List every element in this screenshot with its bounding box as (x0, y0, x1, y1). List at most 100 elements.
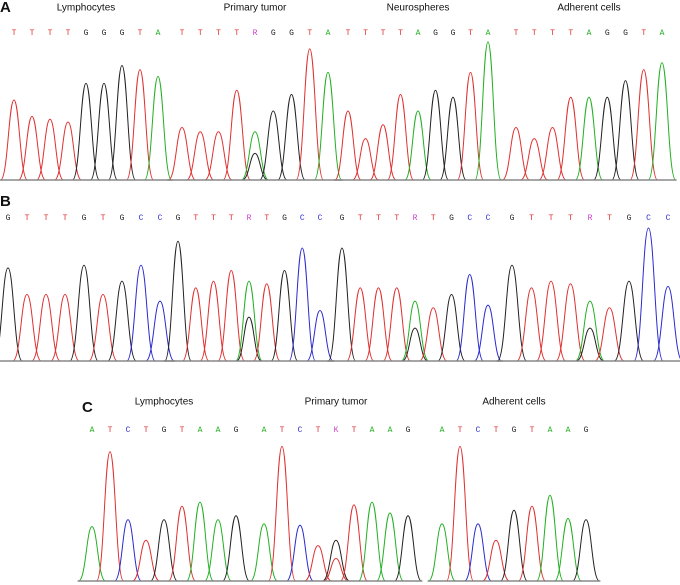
peak (572, 519, 600, 582)
peak (647, 62, 677, 181)
base-call: T (108, 426, 113, 435)
peak (629, 69, 658, 181)
base-call: T (458, 426, 463, 435)
peak (437, 293, 466, 362)
base-call: R (413, 214, 418, 223)
peak (496, 264, 528, 362)
peak (574, 96, 604, 181)
peak (107, 280, 137, 362)
base-call: A (587, 29, 592, 38)
trace-title: Primary tumor (224, 3, 287, 14)
peak (304, 545, 332, 582)
peak (474, 41, 502, 181)
base-call: A (660, 29, 665, 38)
peak (286, 524, 314, 582)
peak (501, 127, 531, 181)
base-call: G (176, 214, 181, 223)
base-call: T (431, 214, 436, 223)
panel-label: A (0, 0, 11, 16)
trace-title: Adherent cells (557, 3, 620, 14)
base-call: T (198, 29, 203, 38)
base-call: A (198, 426, 203, 435)
trace-title: Lymphocytes (135, 397, 194, 408)
trace-title: Lymphocytes (57, 3, 116, 14)
base-call: T (607, 214, 612, 223)
base-call: T (568, 214, 573, 223)
base-call: T (398, 29, 403, 38)
peak (164, 240, 192, 362)
base-call: G (451, 29, 456, 38)
peak (114, 519, 142, 582)
base-call: T (381, 29, 386, 38)
base-call: R (247, 214, 252, 223)
peak (446, 445, 474, 582)
peak (555, 283, 586, 362)
peak (277, 93, 306, 181)
base-call: G (120, 214, 125, 223)
base-call: T (346, 29, 351, 38)
base-call: G (102, 29, 107, 38)
peak (352, 138, 379, 181)
peak (376, 512, 404, 582)
peak (327, 247, 357, 362)
peak (400, 300, 430, 362)
peak (593, 96, 622, 181)
peak (535, 280, 567, 362)
peak (186, 131, 215, 181)
base-call: G (289, 29, 294, 38)
base-call: T (229, 214, 234, 223)
peak (0, 267, 23, 362)
base-call: A (262, 426, 267, 435)
base-call: A (486, 29, 491, 38)
base-call: A (566, 426, 571, 435)
base-call: T (138, 29, 143, 38)
base-call: T (216, 29, 221, 38)
base-call: G (271, 29, 276, 38)
base-call: G (510, 214, 515, 223)
trace-title: Neurospheres (387, 3, 450, 14)
base-call: T (12, 29, 17, 38)
peak (652, 286, 680, 362)
base-call: T (529, 214, 534, 223)
base-call: C (476, 426, 481, 435)
peak (90, 82, 118, 181)
peak (334, 110, 362, 181)
peak (364, 287, 393, 362)
base-call: G (627, 214, 632, 223)
base-call: G (406, 426, 411, 435)
base-call: R (588, 214, 593, 223)
peak (536, 494, 564, 582)
peak (500, 509, 528, 582)
peak (132, 539, 160, 582)
base-call: T (211, 214, 216, 223)
peak (482, 539, 510, 582)
peak (96, 451, 124, 582)
peak (576, 327, 604, 362)
base-call: G (584, 426, 589, 435)
peak (0, 99, 28, 181)
peak (346, 287, 375, 362)
peak (554, 517, 582, 582)
base-call: G (340, 214, 345, 223)
base-call: G (449, 214, 454, 223)
peak (235, 280, 263, 362)
peak (186, 501, 214, 582)
peak (538, 127, 567, 181)
peak (386, 93, 415, 181)
base-call: G (282, 214, 287, 223)
peak (236, 316, 262, 362)
base-call: G (162, 426, 167, 435)
base-call: T (101, 214, 106, 223)
base-call: G (84, 29, 89, 38)
peak (31, 293, 61, 362)
base-call: C (158, 214, 163, 223)
base-call: T (494, 426, 499, 435)
base-call: C (467, 214, 472, 223)
base-call: T (514, 29, 519, 38)
base-call: T (180, 29, 185, 38)
base-call: T (532, 29, 537, 38)
peak (404, 110, 432, 181)
base-call: C (298, 426, 303, 435)
base-call: T (30, 29, 35, 38)
base-call: G (82, 214, 87, 223)
